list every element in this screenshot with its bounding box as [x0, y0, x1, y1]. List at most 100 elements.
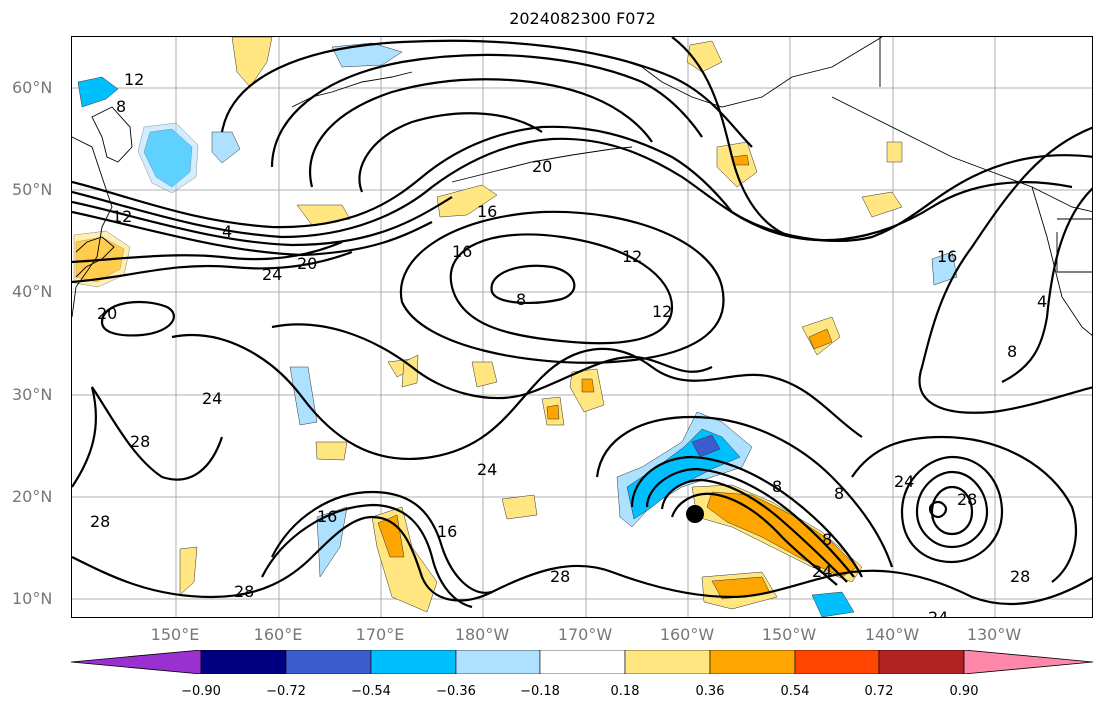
contour-jet-2	[72, 137, 1073, 242]
fill-yellow-midlat2	[296, 204, 351, 226]
contour-label: 24	[477, 460, 497, 479]
colorbar-tick: −0.54	[351, 684, 391, 699]
fill-yellow-sw2	[179, 546, 198, 596]
contour-label: 8	[516, 290, 526, 309]
coast-aleutians	[451, 146, 633, 183]
fill-yellow-left1	[315, 441, 348, 461]
contour-label: 28	[957, 490, 977, 509]
contour-label: 16	[452, 242, 472, 261]
contour-16-sw	[271, 490, 493, 594]
colorbar-bin-orange	[709, 650, 796, 674]
lon-label-160w: 160°W	[659, 625, 715, 644]
colorbar-bin-red-orange	[794, 650, 880, 674]
contour-label: 28	[130, 432, 150, 451]
contour-label: 20	[97, 304, 117, 323]
colorbar-extend-left	[71, 650, 202, 674]
colorbar-tick: −0.36	[436, 684, 476, 699]
fill-yellow-alaska1	[686, 40, 723, 73]
contour-20-west-loop	[100, 300, 175, 337]
contour-north-loop-2	[270, 53, 703, 168]
contour-28-south	[72, 515, 1092, 606]
contour-jet-4	[72, 210, 433, 257]
contour-label: 16	[437, 522, 457, 541]
lon-label-130w: 130°W	[966, 625, 1022, 644]
colorbar-bin-white	[539, 650, 626, 674]
lon-label-170e: 170°E	[355, 625, 405, 644]
colorbar-tick: 0.36	[695, 684, 725, 699]
colorbar-bin-lightblue	[455, 650, 541, 674]
fill-yellow-midlat1	[436, 184, 498, 218]
colorbar-tick: 0.90	[949, 684, 979, 699]
lon-label-170w: 170°W	[557, 625, 613, 644]
contour-label: 8	[834, 484, 844, 503]
contour-20-west	[72, 240, 343, 264]
contour-east-high-4	[928, 500, 948, 519]
contour-label: 4	[1037, 292, 1047, 311]
contour-label: 24	[928, 608, 948, 618]
lat-label-50: 50°N	[12, 180, 53, 199]
contour-labels: 12 8 4 12 20 16 16 12 24 20 20 8 12 16 4…	[90, 70, 1047, 618]
contour-storm-3	[660, 478, 848, 583]
contour-east-low	[851, 435, 1077, 583]
colorbar-extend-right	[963, 650, 1093, 674]
contour-mid-16-loop	[399, 210, 725, 364]
border-us-canada-lower	[1056, 232, 1092, 273]
contour-label: 20	[297, 254, 317, 273]
contour-label: 24	[262, 265, 282, 284]
colorbar-bin-blue	[285, 650, 372, 674]
contour-ne-16	[918, 126, 1092, 414]
fill-orange-ne2	[808, 328, 833, 350]
lon-label-150e: 150°E	[150, 625, 200, 644]
colorbar-bin-yellow	[624, 650, 711, 674]
contour-label: 28	[90, 512, 110, 531]
anomaly-fills	[73, 37, 958, 617]
fill-lightblue-left1	[289, 366, 318, 426]
colorbar	[71, 650, 1093, 674]
contour-east-high-2	[915, 470, 989, 549]
fill-lightblue-fileiast	[211, 131, 241, 164]
fill-yellow-center3	[471, 361, 498, 388]
contour-label: 24	[202, 389, 222, 408]
colorbar-bin-navy	[200, 650, 287, 674]
fill-orange-center4	[581, 378, 595, 393]
contour-16-sw-2	[261, 503, 473, 609]
lon-label-140w: 140°W	[864, 625, 920, 644]
map-panel: 12 8 4 12 20 16 16 12 24 20 20 8 12 16 4…	[71, 36, 1093, 618]
contour-label: 28	[234, 582, 254, 601]
lat-label-20: 20°N	[12, 487, 53, 506]
colorbar-tick: −0.72	[266, 684, 306, 699]
contour-label: 12	[124, 70, 144, 89]
contour-east-high-1	[900, 455, 1004, 564]
coast-alaska-south	[831, 96, 1092, 213]
contour-storm-4	[670, 492, 838, 586]
fill-lightblue-bering	[331, 42, 403, 68]
contour-label: 24	[812, 562, 832, 581]
lat-label-60: 60°N	[12, 78, 53, 97]
colorbar-tick: −0.90	[181, 684, 221, 699]
coast-bc	[1031, 186, 1092, 336]
lon-label-180w: 180°W	[454, 625, 510, 644]
contour-jet-1	[72, 125, 1092, 242]
contour-label: 12	[112, 207, 132, 226]
coast-alaska	[611, 37, 883, 108]
contour-label: 4	[222, 222, 232, 241]
contour-label: 24	[894, 472, 914, 491]
coast-asia-east	[72, 136, 113, 318]
fill-lightblue-sw	[316, 506, 348, 578]
contour-label: 8	[1007, 342, 1017, 361]
contour-north-loop-4	[358, 112, 543, 193]
contour-label: 8	[822, 530, 832, 549]
lon-label-160e: 160°E	[253, 625, 303, 644]
fill-blue-storm	[691, 434, 721, 458]
fill-yellow-ne	[886, 141, 903, 163]
contour-jet-3	[72, 196, 453, 247]
colorbar-tick: 0.18	[610, 684, 640, 699]
contour-label: 16	[477, 202, 497, 221]
contour-label: 28	[550, 567, 570, 586]
lat-label-30: 30°N	[12, 385, 53, 404]
fill-orange-sw1	[377, 514, 405, 558]
coast-chukotka	[291, 71, 413, 108]
coast-japan	[75, 236, 115, 278]
contour-storm-outer	[595, 415, 894, 568]
fill-lightblue-ne3	[931, 251, 958, 286]
